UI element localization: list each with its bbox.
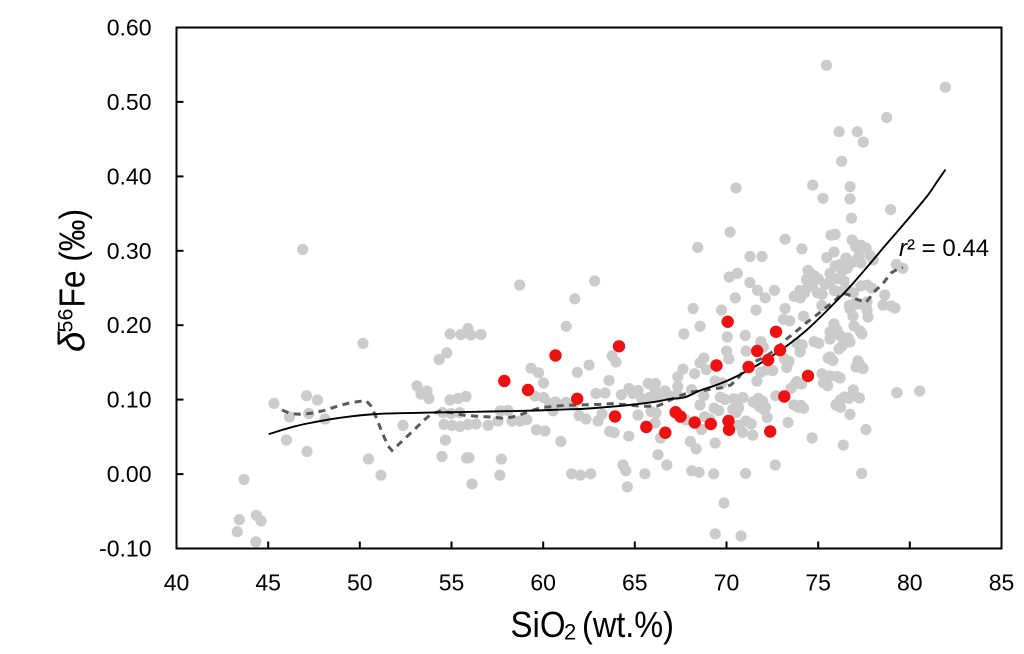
svg-text:δ: δ	[52, 331, 93, 352]
svg-text:0.50: 0.50	[107, 89, 152, 115]
svg-text:85: 85	[989, 570, 1015, 596]
svg-text:0.60: 0.60	[107, 15, 152, 41]
svg-text:50: 50	[347, 570, 373, 596]
svg-text:0.10: 0.10	[107, 387, 152, 413]
svg-text:60: 60	[530, 570, 556, 596]
svg-text:-0.10: -0.10	[99, 536, 151, 562]
svg-text:75: 75	[805, 570, 831, 596]
svg-text:65: 65	[622, 570, 648, 596]
svg-text:Fe (‰): Fe (‰)	[52, 209, 93, 308]
svg-text:55: 55	[439, 570, 465, 596]
svg-text:0.00: 0.00	[107, 461, 152, 487]
svg-text:0.40: 0.40	[107, 163, 152, 189]
svg-text:45: 45	[255, 570, 281, 596]
svg-text:80: 80	[897, 570, 923, 596]
svg-text:SiO: SiO	[511, 604, 566, 645]
svg-text:56: 56	[54, 309, 78, 333]
svg-text:70: 70	[714, 570, 740, 596]
svg-text:0.30: 0.30	[107, 238, 152, 264]
svg-text:(wt.%): (wt.%)	[582, 604, 674, 645]
svg-text:40: 40	[164, 570, 190, 596]
svg-text:0.20: 0.20	[107, 312, 152, 338]
svg-text:r² = 0.44: r² = 0.44	[899, 235, 989, 262]
svg-text:2: 2	[564, 620, 576, 645]
